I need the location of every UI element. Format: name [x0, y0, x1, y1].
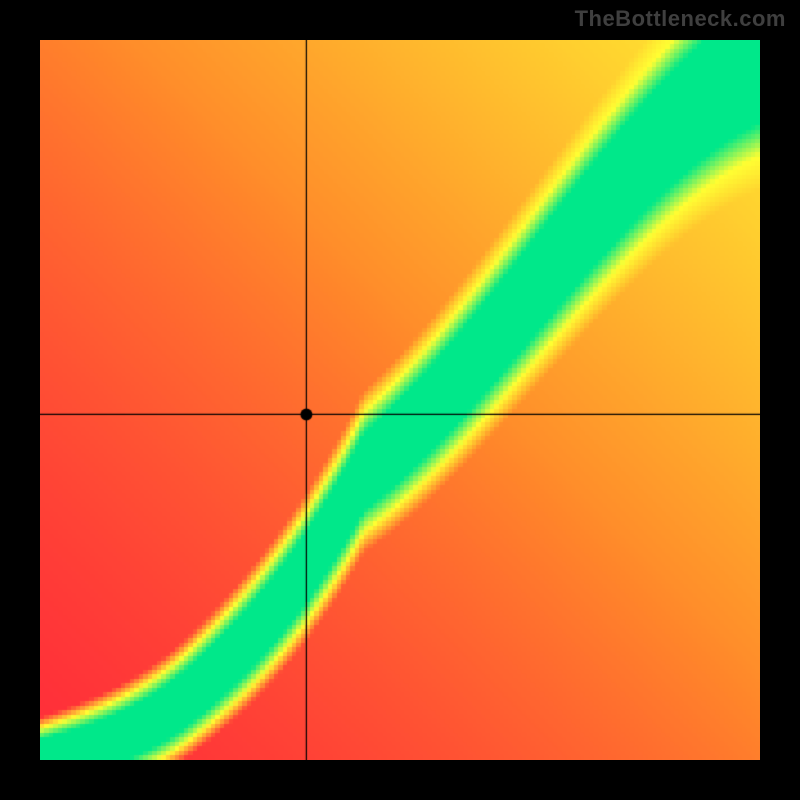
heatmap-plot	[40, 40, 760, 760]
chart-container: TheBottleneck.com	[0, 0, 800, 800]
heatmap-canvas	[40, 40, 760, 760]
watermark-text: TheBottleneck.com	[575, 6, 786, 32]
